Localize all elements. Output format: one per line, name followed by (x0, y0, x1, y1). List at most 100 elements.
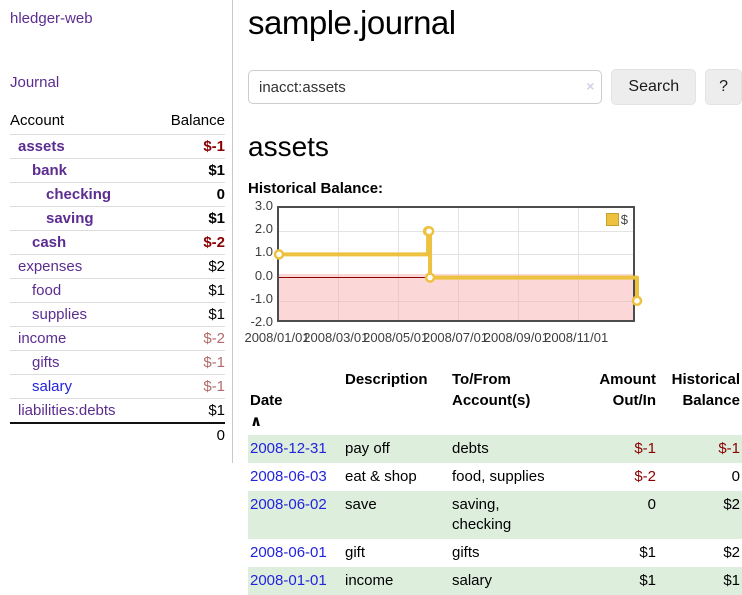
transaction-amount: $1 (639, 544, 656, 561)
sidebar-account-row: gifts $-1 (10, 350, 225, 375)
chart-gridline (457, 208, 459, 320)
sidebar: hledger-web Journal Account Balance asse… (0, 0, 233, 463)
chart-data-point (631, 295, 643, 307)
table-row: 2008-01-01 income salary $1 $1 (248, 567, 742, 595)
sidebar-account-link[interactable]: checking (46, 186, 112, 203)
chart-gridline (279, 300, 633, 302)
balance-column-header: Balance (170, 112, 225, 129)
chart-gridline (279, 254, 633, 256)
sidebar-account-row: saving $1 (10, 206, 225, 231)
x-axis-tick-label: 2008/07/01 (422, 330, 489, 345)
transaction-date-link[interactable]: 2008-12-31 (250, 440, 327, 457)
chart-negative-region (279, 273, 633, 320)
sort-asc-icon: ∧ (250, 413, 263, 430)
transaction-description: save (345, 496, 377, 513)
sidebar-account-balance: $1 (152, 158, 225, 183)
sidebar-account-link[interactable]: liabilities:debts (18, 402, 116, 419)
sidebar-total-row: 0 (10, 422, 225, 447)
transaction-accounts: salary (452, 572, 493, 589)
sidebar-account-balance: $-1 (152, 134, 225, 159)
chart-title: Historical Balance: (248, 180, 384, 197)
sidebar-item-journal[interactable]: Journal (10, 74, 60, 91)
accounts-column-header: To/From Account(s) (452, 371, 531, 409)
search-button[interactable]: Search (611, 69, 697, 105)
chart-gridline (337, 208, 339, 320)
transaction-accounts: gifts (452, 544, 480, 561)
date-column-header[interactable]: Date ∧ (250, 392, 283, 430)
sidebar-account-link[interactable]: salary (32, 378, 73, 395)
sidebar-account-balance: $-2 (152, 326, 225, 351)
transaction-amount: $-1 (634, 440, 656, 457)
sidebar-account-row: expenses $2 (10, 254, 225, 279)
brand-link[interactable]: hledger-web (10, 10, 93, 27)
chart-data-point (273, 249, 285, 260)
sidebar-account-link[interactable]: expenses (18, 258, 83, 275)
sidebar-account-balance: $-2 (152, 230, 225, 255)
clear-search-icon[interactable]: × (586, 78, 595, 94)
transaction-description: eat & shop (345, 468, 417, 485)
sidebar-account-row: income $-2 (10, 326, 225, 351)
x-axis-tick-label: 2008/03/01 (303, 330, 369, 345)
sidebar-account-row: salary $-1 (10, 374, 225, 399)
transaction-amount: $-2 (634, 468, 656, 485)
account-title: assets (248, 131, 329, 162)
y-axis-tick-label: 0.0 (254, 267, 273, 283)
transaction-balance: $-1 (718, 440, 740, 457)
sidebar-account-link[interactable]: assets (18, 138, 65, 155)
sidebar-account-link[interactable]: cash (32, 234, 67, 251)
x-axis-tick-label: 2008/11/01 (544, 330, 609, 345)
table-row: 2008-06-01 gift gifts $1 $2 (248, 539, 742, 567)
sidebar-account-row: supplies $1 (10, 302, 225, 327)
table-row: 2008-06-02 save saving, checking 0 $2 (248, 491, 742, 539)
register-header-row: Date ∧ Description To/From Account(s) Am… (248, 366, 742, 435)
chart-gridline (279, 231, 633, 233)
sidebar-table-header: Account Balance (10, 109, 225, 135)
amount-column-header: Amount Out/In (599, 371, 656, 409)
legend-swatch (605, 213, 619, 226)
sidebar-account-balance: $-1 (152, 350, 225, 375)
sidebar-account-row: food $1 (10, 278, 225, 303)
transaction-amount: 0 (647, 496, 656, 513)
chart-gridline (397, 208, 399, 320)
sidebar-account-link[interactable]: bank (32, 162, 68, 179)
chart-data-point (424, 272, 436, 283)
table-row: 2008-12-31 pay off debts $-1 $-1 (248, 435, 742, 463)
sidebar-account-balance: $1 (152, 206, 225, 231)
y-axis-tick-label: 1.0 (254, 244, 273, 260)
chart-line-svg (273, 225, 643, 307)
legend-label: $ (620, 212, 628, 227)
sidebar-account-balance: $1 (152, 398, 225, 423)
transaction-balance: $1 (723, 572, 740, 589)
x-axis-tick-label: 2008/09/01 (483, 330, 549, 345)
register-body: 2008-12-31 pay off debts $-1 $-1 2008-06-03 ea… (248, 435, 742, 595)
sidebar-account-table: Account Balance assets $-1 bank $1 checking 0… (10, 109, 225, 447)
sidebar-account-row: bank $1 (10, 158, 225, 183)
sidebar-account-row: assets $-1 (10, 134, 225, 159)
sidebar-account-link[interactable]: food (32, 282, 62, 299)
x-axis-tick-label: 2008/05/01 (363, 330, 429, 345)
description-column-header: Description (345, 371, 428, 388)
search-input[interactable] (248, 70, 603, 104)
help-button[interactable]: ? (705, 69, 742, 105)
account-column-header: Account (10, 112, 65, 129)
chart-legend: $ (603, 211, 630, 228)
transaction-accounts: food, supplies (452, 468, 545, 485)
sidebar-account-link[interactable]: supplies (32, 306, 88, 323)
transaction-description: gift (345, 544, 366, 561)
transaction-date-link[interactable]: 2008-06-02 (250, 496, 327, 513)
register-table: Date ∧ Description To/From Account(s) Am… (248, 366, 742, 595)
sidebar-account-balance: 0 (152, 182, 225, 207)
transaction-date-link[interactable]: 2008-06-01 (250, 544, 327, 561)
transaction-date-link[interactable]: 2008-01-01 (250, 572, 327, 589)
y-axis-tick-label: -2.0 (250, 314, 273, 329)
sidebar-account-link[interactable]: gifts (32, 354, 60, 371)
chart-data-point (423, 225, 435, 237)
page-title: sample.journal (248, 4, 456, 41)
sidebar-account-link[interactable]: saving (46, 210, 94, 227)
main-content: sample.journal × Search ? assets Histori… (244, 0, 742, 595)
transaction-description: pay off (345, 440, 390, 457)
sidebar-account-link[interactable]: income (18, 330, 67, 347)
chart-gridline (518, 208, 520, 320)
chart-series-line (279, 229, 639, 301)
transaction-date-link[interactable]: 2008-06-03 (250, 468, 327, 485)
